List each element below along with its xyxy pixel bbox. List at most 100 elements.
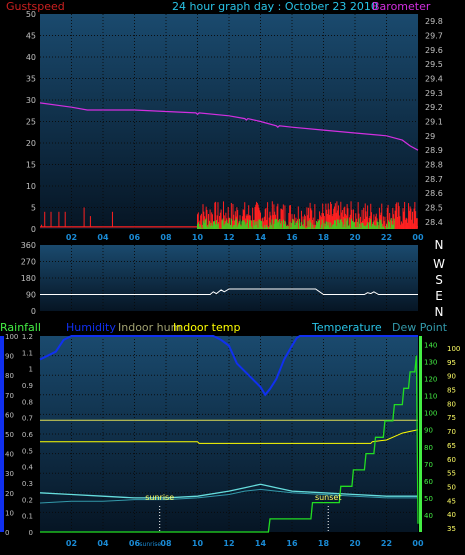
sunset-label: sunset (315, 493, 342, 502)
gust-series (40, 201, 418, 229)
barometer-tick-label: 29.1 (425, 118, 443, 127)
rainfall-tick-label: 0.9 (22, 382, 33, 390)
temp-right-tick-label: 45 (447, 497, 456, 505)
temperature-tick-label: 110 (424, 393, 437, 401)
barometer-tick-label: 29.7 (425, 32, 443, 41)
temperature-tick-label: 130 (424, 359, 437, 367)
sunrise-label: sunrise (145, 493, 174, 502)
humidity-tick-label: 40 (5, 451, 14, 459)
gust-tick-label: 40 (26, 53, 36, 62)
humidity-line (39, 335, 418, 397)
temp-right-tick-label: 95 (447, 359, 456, 367)
temperature-tick-label: 140 (424, 342, 437, 350)
compass-label: E (435, 289, 443, 303)
top-x-tick-label: 02 (66, 233, 77, 242)
temp-right-tick-label: 35 (447, 525, 456, 533)
gust-tick-label: 5 (31, 204, 36, 213)
rainfall-label: Rainfall (0, 321, 41, 334)
top-x-tick-label: 08 (160, 233, 172, 242)
temp-right-tick-label: 50 (447, 483, 456, 491)
temperature-tick-label: 80 (424, 444, 433, 452)
gust-tick-label: 35 (26, 75, 36, 84)
humidity-tick-label: 30 (5, 470, 14, 478)
compass-label: N (435, 305, 444, 319)
bottom-x-tick-label: 22 (381, 539, 392, 548)
barometer-tick-label: 29.5 (425, 60, 443, 69)
gust-tick-label: 45 (26, 32, 36, 41)
humidity-tick-label: 60 (5, 411, 14, 419)
wind-direction-line (40, 288, 418, 295)
barometer-tick-label: 28.7 (425, 175, 443, 184)
sunrise-axis-label: sunrise (139, 541, 161, 548)
barometer-tick-label: 29.4 (425, 75, 443, 84)
humidity-tick-label: 100 (5, 333, 18, 341)
temp-right-tick-label: 40 (447, 511, 456, 519)
rainfall-tick-label: 0.8 (22, 398, 33, 406)
barometer-tick-label: 29.2 (425, 103, 443, 112)
gust-tick-label: 50 (26, 10, 36, 19)
top-x-tick-label: 16 (286, 233, 298, 242)
rainfall-tick-label: 1.2 (22, 333, 33, 341)
temp-right-tick-label: 70 (447, 428, 456, 436)
gust-tick-label: 25 (26, 118, 36, 127)
rainfall-tick-label: 0.2 (22, 496, 33, 504)
temp-right-tick-label: 85 (447, 387, 456, 395)
compass-label: S (435, 273, 443, 287)
bottom-x-tick-label: 06 (129, 539, 141, 548)
temp-right-tick-label: 80 (447, 400, 456, 408)
humidity-tick-label: 20 (5, 490, 14, 498)
bottom-x-tick-label: 08 (160, 539, 172, 548)
top-x-tick-label: 20 (349, 233, 361, 242)
bottom-x-tick-label: 20 (349, 539, 361, 548)
rainfall-tick-label: 0.3 (22, 480, 33, 488)
temp-right-tick-label: 100 (447, 345, 460, 353)
barometer-tick-label: 29.3 (425, 89, 443, 98)
barometer-tick-label: 29 (425, 132, 435, 141)
humidity-axis-bar (0, 336, 4, 532)
rainfall-tick-label: 0.4 (22, 464, 34, 472)
barometer-tick-label: 28.5 (425, 204, 443, 213)
wind-tick-label: 90 (26, 291, 36, 300)
humidity-tick-label: 80 (5, 372, 14, 380)
wind-tick-label: 180 (21, 274, 36, 283)
gust-tick-label: 15 (26, 161, 36, 170)
rainfall-tick-label: 0.7 (22, 415, 33, 423)
temp-right-tick-label: 55 (447, 470, 456, 478)
indoor-hum-label: Indoor hum (118, 321, 181, 334)
top-x-tick-label: 22 (381, 233, 392, 242)
humidity-tick-label: 70 (5, 392, 14, 400)
top-x-tick-label: 12 (223, 233, 234, 242)
bottom-x-tick-label: 04 (97, 539, 109, 548)
wind-tick-label: 270 (21, 258, 36, 267)
rainfall-tick-label: 0 (29, 529, 33, 537)
humidity-label: Humidity (66, 321, 116, 334)
gust-tick-label: 0 (31, 225, 36, 234)
bottom-x-tick-label: 14 (255, 539, 267, 548)
barometer-line (39, 102, 419, 151)
rainfall-tick-label: 0.5 (22, 447, 33, 455)
rainfall-tick-label: 1 (29, 366, 33, 374)
bottom-x-tick-label: 18 (318, 539, 330, 548)
temperature-tick-label: 100 (424, 410, 437, 418)
gust-tick-label: 20 (26, 139, 36, 148)
barometer-tick-label: 28.9 (425, 146, 443, 155)
temperature-line (39, 483, 418, 499)
barometer-tick-label: 29.8 (425, 17, 443, 26)
bottom-panel-grid (40, 336, 418, 532)
temp-right-tick-label: 90 (447, 373, 456, 381)
wind-tick-label: 360 (21, 241, 36, 250)
compass-label: N (435, 238, 444, 252)
humidity-tick-label: 0 (5, 529, 9, 537)
indoor-temp-label: Indoor temp (173, 321, 240, 334)
temperature-tick-label: 90 (424, 427, 433, 435)
rainfall-line (40, 355, 419, 533)
temperature-tick-label: 50 (424, 495, 433, 503)
bottom-x-tick-label: 02 (66, 539, 77, 548)
gust-tick-label: 30 (26, 96, 36, 105)
top-x-tick-label: 04 (97, 233, 109, 242)
temperature-tick-label: 120 (424, 376, 437, 384)
temp-right-tick-label: 75 (447, 414, 456, 422)
indoor-temp-line (40, 429, 419, 444)
barometer-tick-label: 28.4 (425, 218, 443, 227)
